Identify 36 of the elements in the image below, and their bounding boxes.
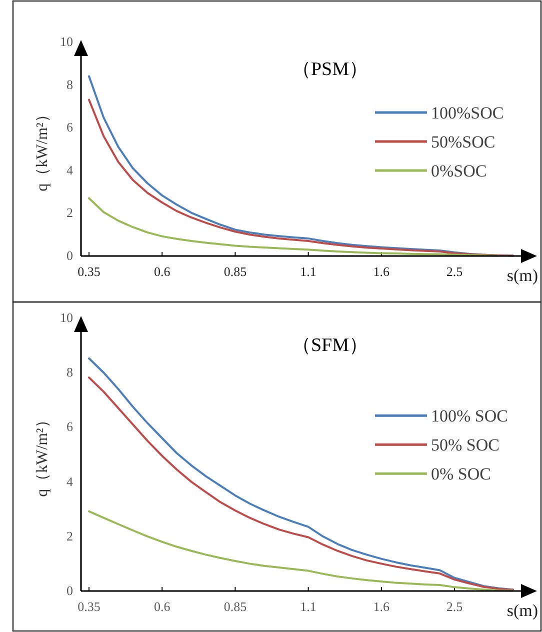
- y-tick-label: 6: [66, 419, 74, 434]
- y-tick-label: 8: [66, 76, 73, 92]
- x-tick-label: 1.6: [373, 599, 390, 614]
- text: （PSM）: [292, 59, 368, 80]
- x-axis-title: s(m): [506, 266, 538, 285]
- y-tick-label: 4: [66, 162, 74, 178]
- x-tick-label: 1.1: [300, 264, 316, 279]
- y-tick-label: 10: [60, 310, 73, 325]
- legend-label: 0% SOC: [431, 464, 491, 484]
- legend-label: 100%SOC: [431, 103, 504, 122]
- x-tick-label: 1.6: [373, 264, 390, 279]
- x-tick-label: 0.35: [78, 599, 100, 614]
- y-tick-label: 8: [66, 364, 73, 380]
- y-tick-label: 0: [66, 583, 73, 598]
- y-tick-label: 10: [60, 34, 73, 49]
- y-tick-label: 2: [66, 528, 73, 544]
- text: （SFM）: [292, 335, 368, 356]
- x-tick-label: 2.5: [446, 264, 463, 279]
- y-tick-label: 2: [66, 205, 73, 220]
- x-tick-label: 0.6: [154, 264, 171, 279]
- x-tick-label: 0.85: [224, 599, 247, 614]
- y-tick-label: 4: [66, 474, 74, 489]
- legend-label: 50%SOC: [431, 132, 496, 152]
- legend-label: 100% SOC: [431, 406, 508, 426]
- y-tick-label: 0: [66, 248, 73, 263]
- y-tick-label: 6: [66, 120, 74, 135]
- y-axis-title: q（kW/m²）: [34, 412, 51, 497]
- x-tick-label: 0.85: [224, 264, 247, 279]
- x-tick-label: 0.35: [78, 264, 100, 279]
- x-tick-label: 1.1: [300, 599, 316, 614]
- x-axis-title: s(m): [506, 601, 538, 620]
- x-tick-label: 2.5: [446, 599, 463, 614]
- legend-label: 0%SOC: [431, 161, 487, 180]
- legend-label: 50% SOC: [431, 436, 500, 455]
- x-tick-label: 0.6: [154, 599, 171, 614]
- y-axis-title: q（kW/m²）: [34, 106, 51, 192]
